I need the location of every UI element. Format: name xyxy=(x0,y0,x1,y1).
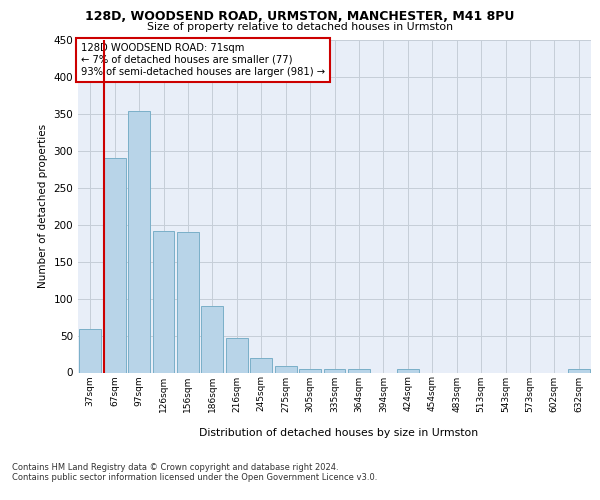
Bar xyxy=(275,366,296,372)
Bar xyxy=(128,111,150,372)
Text: Distribution of detached houses by size in Urmston: Distribution of detached houses by size … xyxy=(199,428,479,438)
Text: Size of property relative to detached houses in Urmston: Size of property relative to detached ho… xyxy=(147,22,453,32)
Y-axis label: Number of detached properties: Number of detached properties xyxy=(38,124,48,288)
Text: 128D, WOODSEND ROAD, URMSTON, MANCHESTER, M41 8PU: 128D, WOODSEND ROAD, URMSTON, MANCHESTER… xyxy=(85,10,515,23)
Bar xyxy=(202,306,223,372)
Bar xyxy=(348,369,370,372)
Bar xyxy=(226,338,248,372)
Bar xyxy=(152,230,175,372)
Bar xyxy=(250,358,272,372)
Bar xyxy=(104,158,125,372)
Bar xyxy=(79,329,101,372)
Bar xyxy=(397,369,419,372)
Text: Contains public sector information licensed under the Open Government Licence v3: Contains public sector information licen… xyxy=(12,472,377,482)
Bar xyxy=(299,369,321,372)
Bar xyxy=(568,369,590,372)
Text: Contains HM Land Registry data © Crown copyright and database right 2024.: Contains HM Land Registry data © Crown c… xyxy=(12,462,338,471)
Text: 128D WOODSEND ROAD: 71sqm
← 7% of detached houses are smaller (77)
93% of semi-d: 128D WOODSEND ROAD: 71sqm ← 7% of detach… xyxy=(80,44,325,76)
Bar xyxy=(323,369,346,372)
Bar xyxy=(177,232,199,372)
